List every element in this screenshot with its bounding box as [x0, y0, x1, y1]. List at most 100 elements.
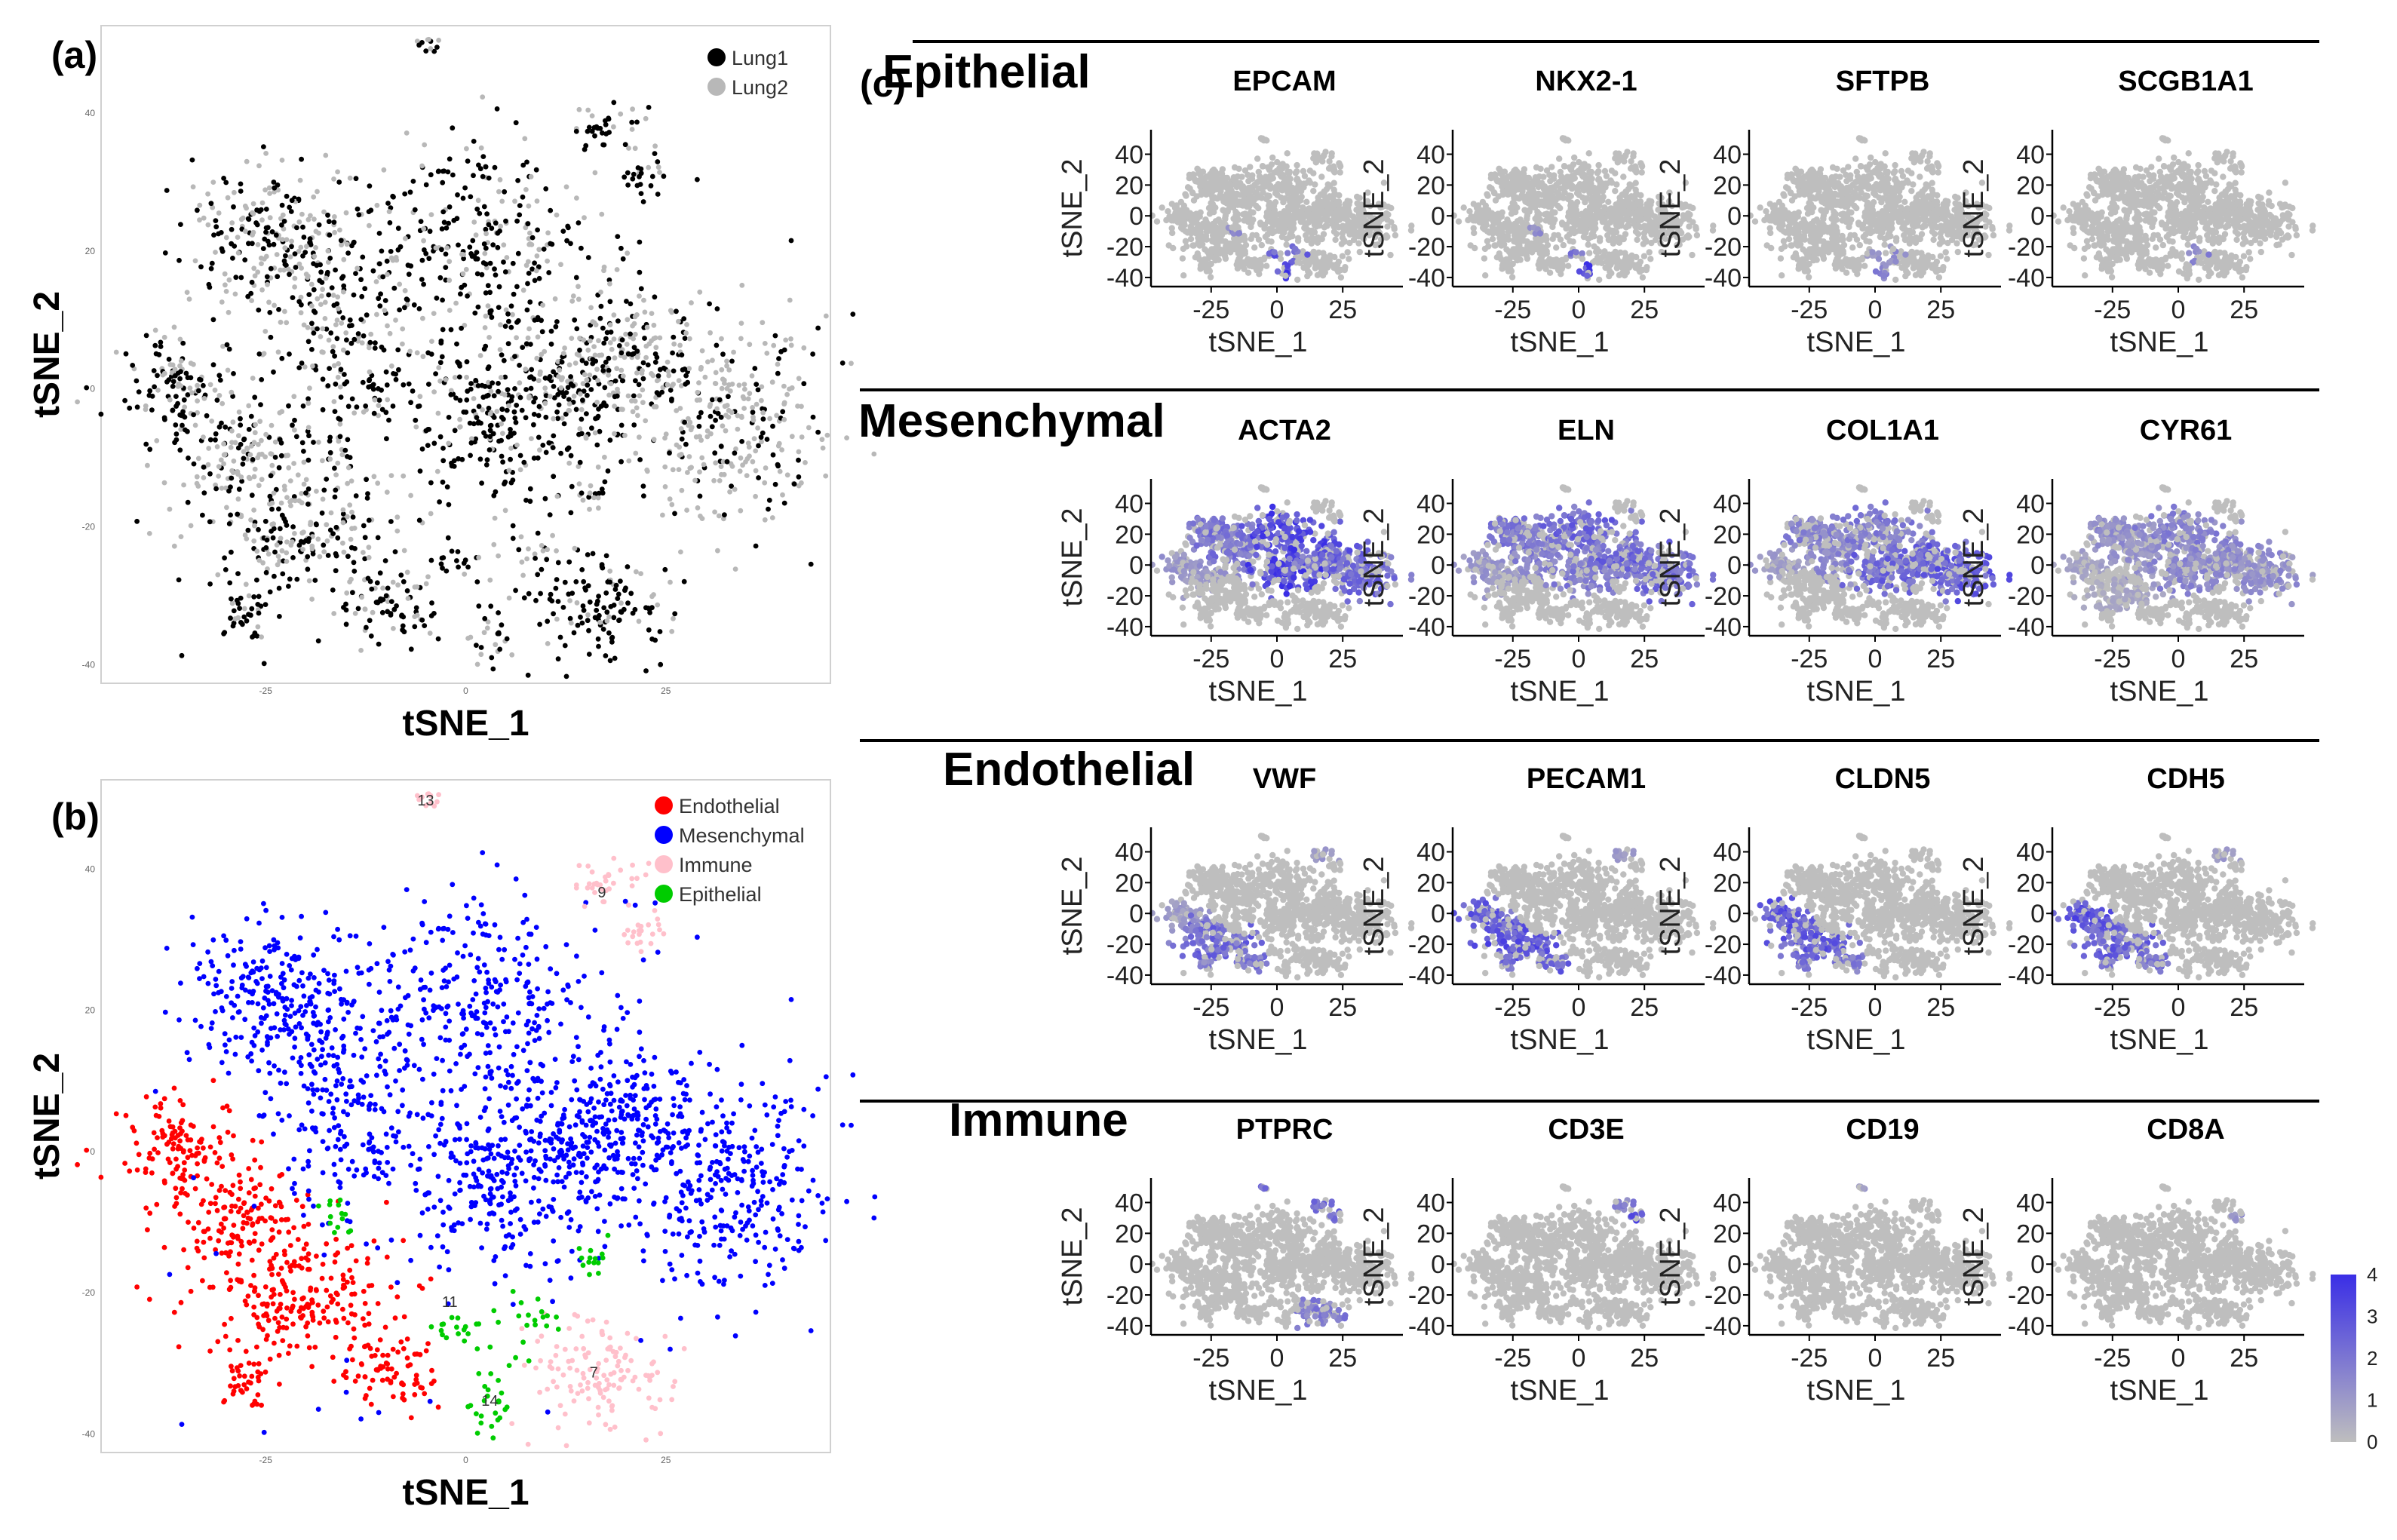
data-point	[298, 178, 303, 183]
data-point	[282, 219, 287, 224]
data-point	[409, 646, 414, 652]
data-point	[172, 544, 177, 549]
data-point	[576, 220, 582, 225]
data-point	[412, 624, 417, 630]
data-point	[424, 428, 429, 434]
data-point	[367, 183, 373, 189]
data-point	[153, 328, 158, 333]
data-point	[569, 299, 575, 304]
data-point	[155, 373, 160, 379]
data-point	[412, 302, 417, 308]
data-point	[403, 288, 408, 293]
data-point	[453, 428, 458, 433]
data-point	[389, 599, 394, 604]
data-point	[256, 242, 261, 247]
data-point	[201, 434, 206, 440]
data-point	[170, 384, 176, 389]
data-point	[413, 207, 418, 213]
data-point	[350, 590, 355, 595]
data-point	[348, 318, 353, 323]
data-point	[259, 261, 264, 266]
data-point	[567, 362, 572, 367]
data-point	[364, 477, 369, 482]
data-point	[584, 411, 589, 416]
data-point	[622, 433, 628, 438]
data-point	[226, 195, 231, 201]
data-point	[180, 423, 185, 428]
data-point	[468, 381, 474, 386]
data-point	[548, 394, 553, 399]
data-point	[445, 484, 450, 489]
data-point	[309, 347, 315, 352]
data-point	[229, 428, 235, 434]
data-point	[369, 587, 374, 592]
data-point	[433, 371, 438, 376]
data-point	[359, 294, 364, 299]
data-point	[246, 241, 251, 246]
data-point	[309, 303, 315, 308]
data-point	[385, 489, 390, 495]
data-point	[486, 366, 491, 371]
data-point	[269, 473, 274, 478]
data-point	[251, 594, 256, 600]
data-point	[314, 229, 319, 234]
data-point	[499, 375, 504, 380]
data-point	[411, 179, 416, 184]
data-point	[236, 446, 241, 451]
data-point	[540, 443, 545, 448]
data-point	[426, 256, 431, 261]
data-point	[380, 586, 385, 591]
data-point	[367, 518, 372, 523]
data-point	[268, 590, 273, 595]
data-point	[464, 397, 469, 403]
data-point	[299, 491, 304, 496]
data-point	[191, 184, 196, 189]
data-point	[493, 516, 498, 521]
data-point	[498, 224, 503, 229]
data-point	[282, 245, 287, 250]
data-point	[421, 238, 426, 244]
data-point	[217, 393, 223, 398]
data-point	[306, 217, 312, 222]
data-point	[492, 393, 497, 398]
data-point	[380, 610, 385, 615]
data-point	[559, 385, 564, 391]
data-point	[387, 209, 392, 214]
data-point	[529, 174, 534, 179]
data-point	[447, 415, 452, 420]
data-point	[361, 380, 366, 385]
data-point	[447, 204, 453, 210]
data-point	[177, 447, 183, 452]
data-point	[253, 467, 258, 472]
data-point	[176, 258, 182, 263]
data-point	[208, 437, 213, 443]
data-point	[196, 388, 201, 394]
data-point	[471, 219, 477, 225]
data-point	[440, 180, 445, 186]
data-point	[154, 438, 159, 443]
data-point	[501, 242, 506, 247]
data-point	[486, 222, 492, 227]
data-point	[367, 370, 373, 375]
data-point	[304, 271, 309, 277]
data-point	[497, 229, 502, 234]
data-point	[338, 417, 343, 422]
data-point	[312, 310, 318, 315]
data-point	[271, 370, 276, 375]
data-point	[367, 345, 372, 351]
data-point	[321, 488, 327, 493]
data-point	[306, 458, 312, 463]
data-point	[671, 335, 676, 340]
data-point	[511, 261, 516, 266]
data-point	[598, 316, 603, 321]
data-point	[294, 225, 299, 231]
data-point	[247, 427, 252, 432]
data-point	[317, 222, 322, 228]
data-point	[287, 576, 293, 581]
data-point	[242, 257, 247, 262]
data-point	[210, 261, 215, 266]
data-point	[471, 421, 477, 426]
data-point	[349, 478, 354, 483]
data-point	[594, 443, 600, 448]
data-point	[580, 397, 585, 403]
